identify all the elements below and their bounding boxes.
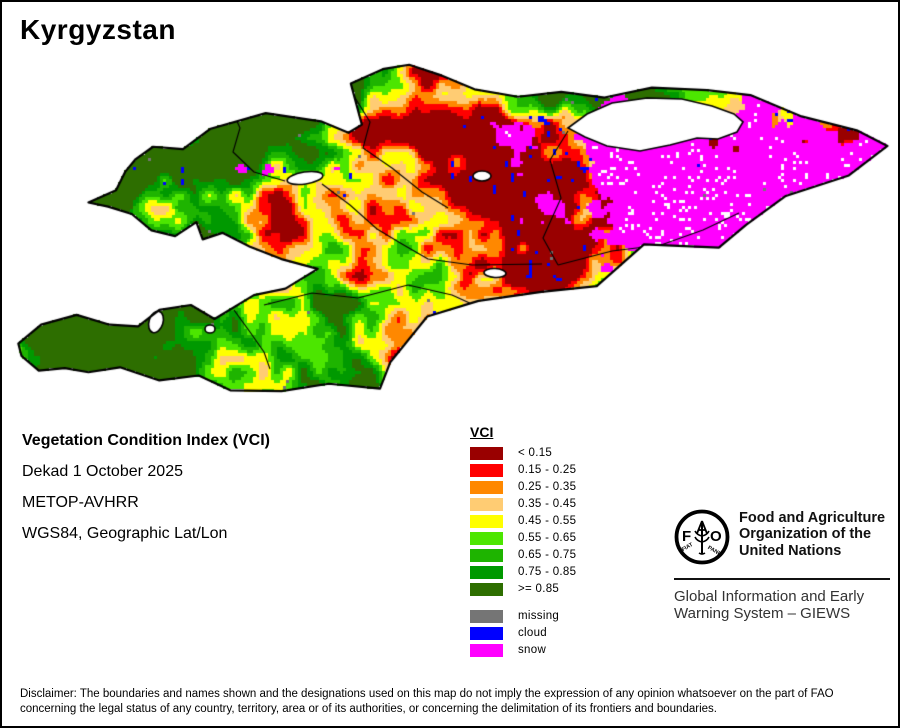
fao-org-line: Organization of the [739,526,872,543]
vci-legend: VCI < 0.15 0.15 - 0.25 0.25 - 0.35 0.35 … [470,424,576,661]
legend-label: missing [518,610,560,622]
legend-swatch [470,610,503,623]
legend-row-cloud: cloud [470,627,576,640]
legend-swatch [470,627,503,640]
legend-title: VCI [470,424,494,440]
legend-label: 0.35 - 0.45 [518,498,577,510]
sensor-name: METOP-AVHRR [22,494,139,511]
fao-org-line: Food and Agriculture [739,510,886,526]
disclaimer-line: Disclaimer: The boundaries and names sho… [20,688,834,700]
legend-swatch [470,566,503,579]
legend-label: 0.75 - 0.85 [518,566,577,578]
map-info-block: Vegetation Condition Index (VCI) Dekad 1… [22,432,270,556]
legend-row: 0.35 - 0.45 [470,498,576,511]
legend-swatch [470,532,503,545]
fao-logo-letter-o: O [710,528,722,545]
legend-swatch [470,644,503,657]
fao-divider-line [674,578,890,580]
legend-swatch [470,498,503,511]
fao-logo-letter-f: F [682,528,691,545]
legend-label: 0.45 - 0.55 [518,515,577,527]
legend-label: cloud [518,627,547,639]
fao-motto-fiat: FIAT [681,542,695,553]
legend-label: snow [518,644,547,656]
legend-row: < 0.15 [470,447,576,460]
page-title: Kyrgyzstan [20,14,176,45]
legend-swatch [470,464,503,477]
legend-row: >= 0.85 [470,583,576,596]
disclaimer-text: Disclaimer: The boundaries and names sho… [20,687,896,717]
fao-org-line: United Nations [739,542,842,559]
disclaimer-line: concerning the legal status of any count… [20,703,717,715]
legend-label: >= 0.85 [518,583,560,595]
legend-label: 0.15 - 0.25 [518,464,577,476]
legend-row: 0.25 - 0.35 [470,481,576,494]
legend-label: < 0.15 [518,447,553,459]
product-title: Vegetation Condition Index (VCI) [22,432,270,449]
giews-label: Global Information and Early Warning Sys… [674,588,864,622]
fao-organization-name: Food and Agriculture Organization of the… [739,510,885,559]
legend-label: 0.25 - 0.35 [518,481,577,493]
legend-row-snow: snow [470,644,576,657]
legend-swatch [470,549,503,562]
giews-line: Warning System – GIEWS [674,605,851,622]
legend-row: 0.15 - 0.25 [470,464,576,477]
legend-row-missing: missing [470,610,576,623]
legend-row: 0.45 - 0.55 [470,515,576,528]
projection-info: WGS84, Geographic Lat/Lon [22,525,228,542]
legend-row: 0.65 - 0.75 [470,549,576,562]
legend-swatch [470,515,503,528]
legend-label: 0.65 - 0.75 [518,549,577,561]
legend-row: 0.55 - 0.65 [470,532,576,545]
legend-swatch [470,481,503,494]
legend-swatch [470,583,503,596]
legend-row: 0.75 - 0.85 [470,566,576,579]
dekad-date: Dekad 1 October 2025 [22,463,183,480]
legend-label: 0.55 - 0.65 [518,532,577,544]
giews-line: Global Information and Early [674,588,865,605]
fao-logo-icon: F O FIAT PANIS [674,509,730,565]
legend-swatch [470,447,503,460]
